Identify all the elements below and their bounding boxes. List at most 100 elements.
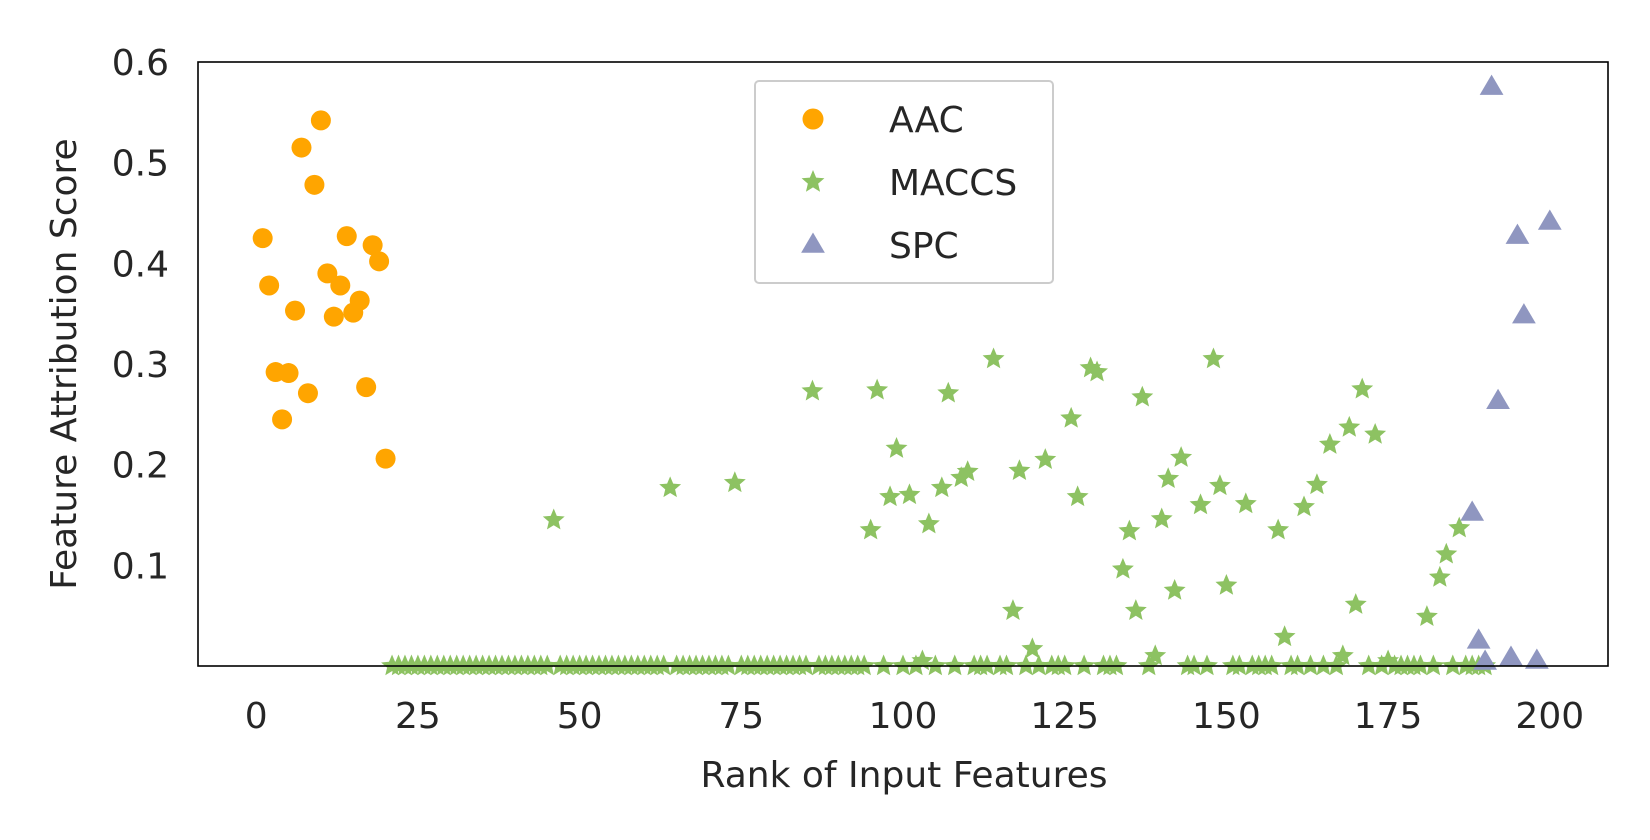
point-maccs — [1448, 516, 1471, 538]
point-maccs — [917, 512, 940, 534]
point-aac — [297, 383, 318, 404]
point-maccs — [1338, 415, 1361, 437]
point-maccs — [1150, 507, 1173, 529]
point-maccs — [937, 381, 960, 403]
point-aac — [285, 300, 306, 321]
plot-frame — [197, 61, 1609, 667]
legend-marker-maccs — [801, 170, 825, 192]
point-maccs — [1202, 347, 1225, 369]
x-tick-label: 150 — [1192, 696, 1261, 737]
point-maccs — [1409, 654, 1432, 676]
point-maccs — [1318, 433, 1341, 454]
point-maccs — [1066, 485, 1089, 507]
point-aac — [272, 409, 293, 430]
point-maccs — [1351, 377, 1374, 399]
point-maccs — [885, 437, 908, 458]
point-maccs — [542, 508, 565, 530]
point-spc — [1466, 628, 1491, 649]
point-maccs — [1364, 422, 1387, 444]
point-spc — [1505, 223, 1530, 244]
point-maccs — [1060, 406, 1083, 428]
point-maccs — [723, 471, 746, 493]
point-aac — [336, 226, 357, 247]
x-tick-label: 0 — [245, 696, 268, 737]
point-aac — [304, 174, 325, 195]
point-maccs — [1118, 519, 1141, 541]
point-aac — [310, 110, 331, 131]
point-maccs — [1208, 474, 1231, 496]
point-aac — [317, 263, 338, 284]
point-maccs — [950, 466, 973, 488]
point-maccs — [924, 654, 947, 676]
point-maccs — [1008, 459, 1031, 481]
point-maccs — [1073, 654, 1096, 676]
point-maccs — [1415, 605, 1438, 626]
point-maccs — [1428, 565, 1451, 587]
series-spc — [1460, 74, 1562, 670]
point-maccs — [1053, 654, 1076, 676]
legend-label-spc: SPC — [889, 226, 959, 267]
x-tick-label: 25 — [395, 696, 441, 737]
point-maccs — [976, 654, 999, 676]
point-maccs — [1144, 644, 1167, 666]
point-maccs — [853, 654, 876, 676]
point-maccs — [982, 347, 1005, 369]
point-maccs — [1034, 448, 1057, 469]
point-maccs — [866, 378, 889, 400]
y-tick-label: 0.5 — [112, 144, 169, 185]
point-maccs — [1312, 654, 1335, 676]
point-maccs — [1086, 360, 1108, 382]
point-spc — [1524, 648, 1549, 669]
point-maccs — [1163, 579, 1186, 600]
x-tick-label: 125 — [1030, 696, 1099, 737]
point-maccs — [1014, 654, 1037, 676]
point-maccs — [1131, 385, 1154, 407]
legend-frame — [754, 80, 1054, 284]
point-aac — [259, 275, 280, 296]
legend-label-maccs: MACCS — [889, 163, 1017, 204]
x-axis-title: Rank of Input Features — [701, 755, 1108, 796]
point-maccs — [1267, 518, 1290, 540]
point-aac — [323, 306, 344, 327]
y-axis-ticks: 0.1 0.2 0.3 0.4 0.5 0.6 — [112, 43, 169, 587]
point-maccs — [898, 483, 921, 505]
x-tick-label: 200 — [1515, 696, 1584, 737]
point-maccs — [659, 476, 682, 498]
legend-marker-spc — [801, 232, 825, 253]
point-maccs — [1124, 599, 1147, 620]
point-maccs — [1357, 654, 1380, 676]
point-maccs — [1293, 495, 1315, 517]
x-tick-label: 100 — [869, 696, 938, 737]
point-maccs — [1344, 593, 1367, 614]
point-spc — [1479, 74, 1504, 95]
point-maccs — [1105, 654, 1128, 676]
point-maccs — [956, 460, 979, 482]
point-spc — [1537, 209, 1562, 230]
y-tick-label: 0.6 — [112, 43, 169, 84]
point-maccs — [1370, 654, 1393, 676]
point-maccs — [1002, 599, 1024, 620]
point-aac — [369, 251, 390, 272]
legend-label-aac: AAC — [889, 100, 964, 141]
point-maccs — [1422, 654, 1445, 676]
point-maccs — [1435, 542, 1458, 564]
legend-marker-aac — [802, 108, 824, 130]
y-tick-label: 0.2 — [112, 446, 169, 487]
point-spc — [1473, 649, 1497, 670]
point-maccs — [795, 654, 817, 676]
point-aac — [291, 137, 312, 158]
point-maccs — [859, 518, 882, 540]
y-tick-label: 0.4 — [112, 244, 169, 285]
point-maccs — [1441, 654, 1464, 676]
point-aac — [349, 290, 370, 311]
point-spc — [1512, 303, 1536, 324]
y-tick-label: 0.1 — [112, 546, 169, 587]
point-aac — [375, 448, 396, 469]
point-maccs — [905, 654, 927, 676]
point-maccs — [1189, 493, 1212, 515]
point-maccs — [1027, 654, 1050, 676]
point-maccs — [1157, 467, 1180, 489]
point-maccs — [930, 476, 953, 498]
point-spc — [1460, 500, 1485, 521]
